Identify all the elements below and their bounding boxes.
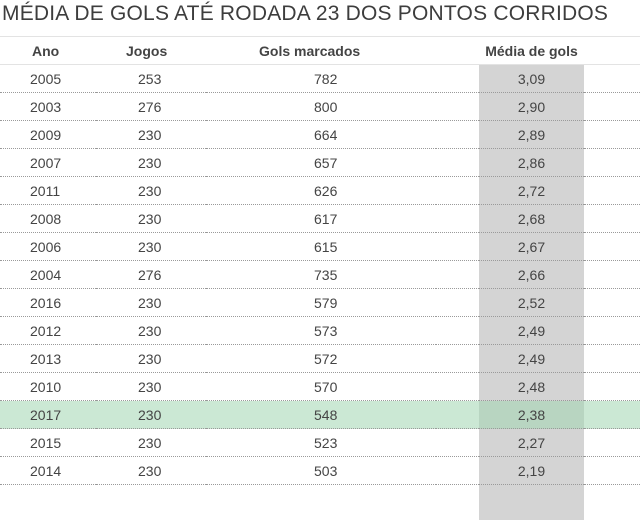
table-row: 2010 230 570 2,48 — [0, 372, 640, 401]
cell-gols-marcados: 573 — [206, 316, 436, 345]
data-table-container: Ano Jogos Gols marcados Média de gols 20… — [0, 36, 640, 520]
cell-media-de-gols: 2,48 — [479, 372, 584, 401]
cell-gols-marcados: 572 — [206, 344, 436, 373]
cell-gols-marcados: 570 — [206, 372, 436, 401]
cell-gols-marcados: 617 — [206, 204, 436, 233]
cell-gols-marcados: 782 — [206, 64, 436, 93]
table-row: 2007 230 657 2,86 — [0, 148, 640, 177]
table-row: 2009 230 664 2,89 — [0, 120, 640, 149]
cell-gols-marcados: 503 — [206, 456, 436, 485]
cell-media-de-gols: 2,66 — [479, 260, 584, 289]
cell-ano: 2014 — [0, 456, 96, 485]
cell-gols-marcados: 579 — [206, 288, 436, 317]
table-row: 2004 276 735 2,66 — [0, 260, 640, 289]
cell-jogos: 230 — [96, 176, 206, 205]
cell-media-de-gols: 2,67 — [479, 232, 584, 261]
cell-media-de-gols: 2,38 — [479, 400, 584, 429]
cell-jogos: 230 — [96, 204, 206, 233]
table-row: 2014 230 503 2,19 — [0, 456, 640, 485]
cell-media-de-gols: 2,72 — [479, 176, 584, 205]
cell-ano: 2009 — [0, 120, 96, 149]
cell-gols-marcados: 800 — [206, 92, 436, 121]
cell-media-de-gols: 2,19 — [479, 456, 584, 485]
cell-media-de-gols: 3,09 — [479, 64, 584, 93]
cell-gols-marcados: 735 — [206, 260, 436, 289]
table-row: 2016 230 579 2,52 — [0, 288, 640, 317]
cell-media-de-gols: 2,27 — [479, 428, 584, 457]
table-row: 2011 230 626 2,72 — [0, 176, 640, 205]
cell-jogos: 230 — [96, 372, 206, 401]
cell-gols-marcados: 664 — [206, 120, 436, 149]
table-row: 2012 230 573 2,49 — [0, 316, 640, 345]
cell-ano: 2017 — [0, 400, 96, 429]
cell-ano: 2008 — [0, 204, 96, 233]
table-header-row: Ano Jogos Gols marcados Média de gols — [0, 36, 640, 65]
page-title: MÉDIA DE GOLS ATÉ RODADA 23 DOS PONTOS C… — [2, 2, 609, 25]
cell-ano: 2015 — [0, 428, 96, 457]
cell-gols-marcados: 626 — [206, 176, 436, 205]
cell-jogos: 230 — [96, 316, 206, 345]
cell-media-de-gols: 2,90 — [479, 92, 584, 121]
cell-jogos: 276 — [96, 260, 206, 289]
header-gols-marcados: Gols marcados — [206, 36, 436, 65]
cell-jogos: 230 — [96, 456, 206, 485]
cell-jogos: 230 — [96, 428, 206, 457]
cell-ano: 2005 — [0, 64, 96, 93]
table-row: 2015 230 523 2,27 — [0, 428, 640, 457]
header-jogos: Jogos — [96, 36, 206, 65]
table-row: 2008 230 617 2,68 — [0, 204, 640, 233]
cell-jogos: 230 — [96, 232, 206, 261]
cell-ano: 2011 — [0, 176, 96, 205]
table-row: 2005 253 782 3,09 — [0, 64, 640, 93]
cell-media-de-gols: 2,68 — [479, 204, 584, 233]
cell-jogos: 230 — [96, 288, 206, 317]
cell-media-de-gols: 2,49 — [479, 316, 584, 345]
cell-jogos: 230 — [96, 148, 206, 177]
cell-ano: 2007 — [0, 148, 96, 177]
cell-media-de-gols: 2,49 — [479, 344, 584, 373]
cell-ano: 2010 — [0, 372, 96, 401]
cell-media-de-gols: 2,52 — [479, 288, 584, 317]
cell-ano: 2006 — [0, 232, 96, 261]
cell-ano: 2004 — [0, 260, 96, 289]
table-row: 2017 230 548 2,38 — [0, 400, 640, 429]
cell-jogos: 276 — [96, 92, 206, 121]
cell-media-de-gols: 2,89 — [479, 120, 584, 149]
table-row: 2003 276 800 2,90 — [0, 92, 640, 121]
cell-jogos: 230 — [96, 120, 206, 149]
cell-jogos: 230 — [96, 400, 206, 429]
cell-gols-marcados: 657 — [206, 148, 436, 177]
goals-average-table: Ano Jogos Gols marcados Média de gols 20… — [0, 36, 640, 485]
table-body: 2005 253 782 3,09 2003 276 800 2,90 2009 230 664 2,… — [0, 64, 640, 485]
cell-gols-marcados: 548 — [206, 400, 436, 429]
cell-gols-marcados: 615 — [206, 232, 436, 261]
cell-ano: 2012 — [0, 316, 96, 345]
cell-jogos: 253 — [96, 64, 206, 93]
cell-media-de-gols: 2,86 — [479, 148, 584, 177]
cell-ano: 2003 — [0, 92, 96, 121]
cell-gols-marcados: 523 — [206, 428, 436, 457]
cell-jogos: 230 — [96, 344, 206, 373]
table-row: 2006 230 615 2,67 — [0, 232, 640, 261]
cell-ano: 2013 — [0, 344, 96, 373]
cell-ano: 2016 — [0, 288, 96, 317]
header-media-de-gols: Média de gols — [479, 36, 584, 65]
table-row: 2013 230 572 2,49 — [0, 344, 640, 373]
header-ano: Ano — [0, 36, 96, 65]
